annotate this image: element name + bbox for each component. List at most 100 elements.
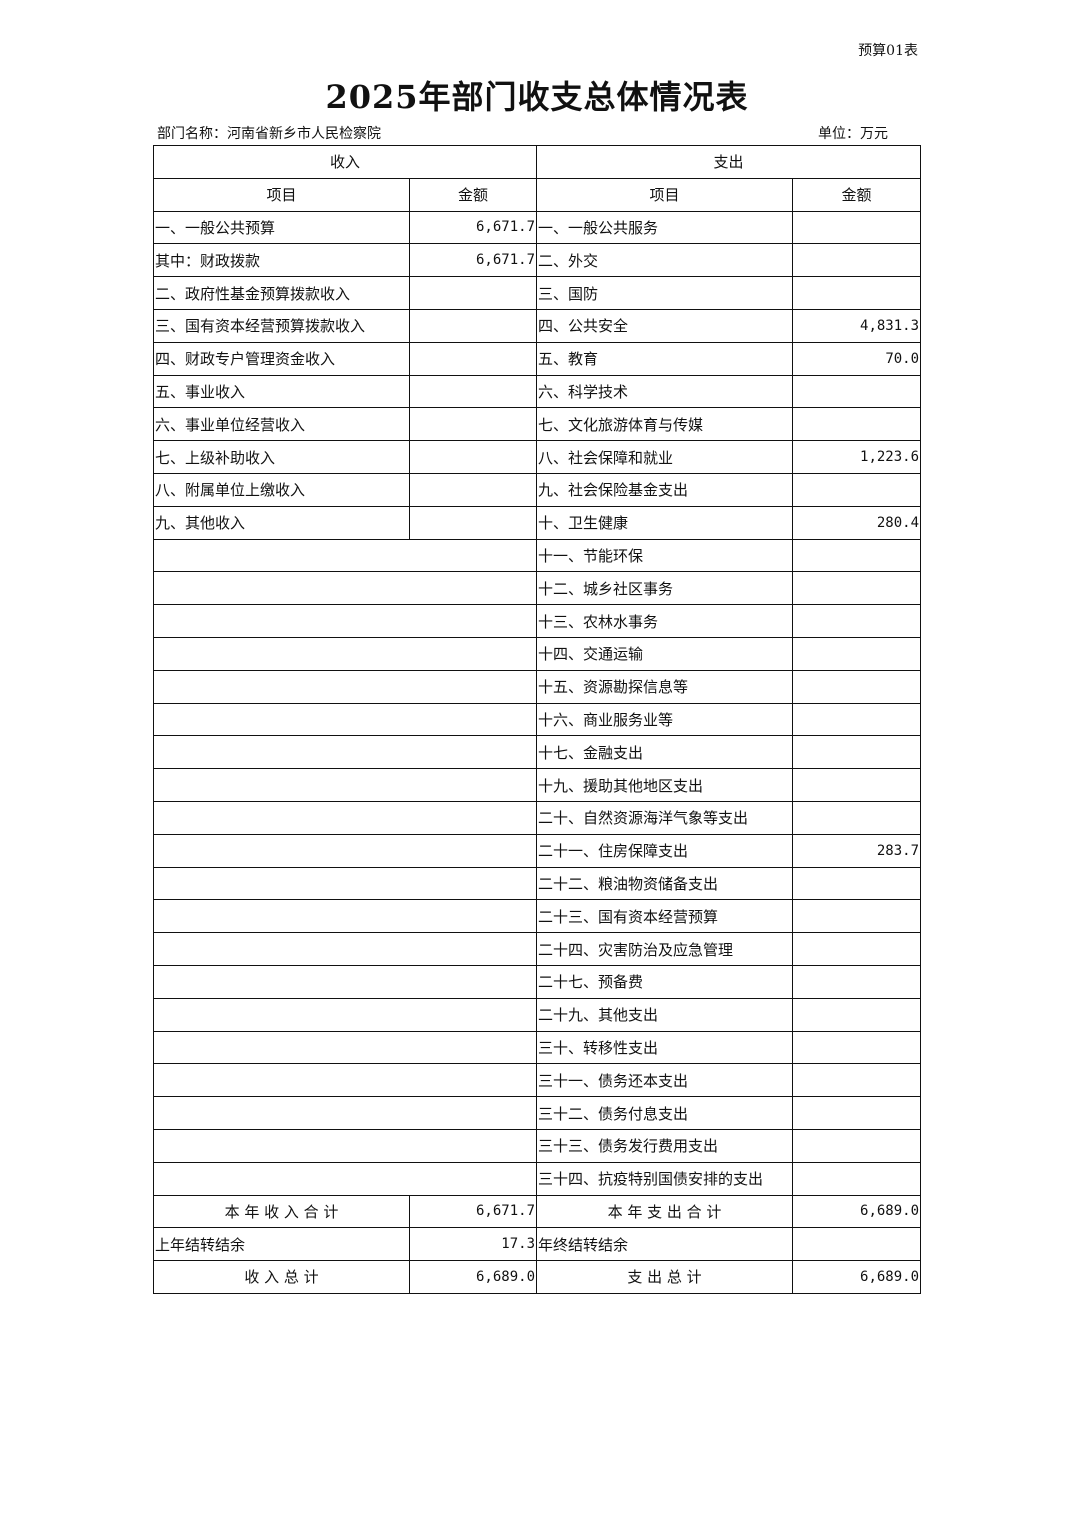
expense-amount [792,604,922,638]
expense-item: 六、科学技术 [536,374,794,409]
page-title: 2025年部门收支总体情况表 [325,78,749,116]
income-item: 七、上级补助收入 [153,440,410,474]
table-row: 十七、金融支出 [152,735,922,770]
expense-item: 十六、商业服务业等 [536,702,794,737]
income-empty-cell [152,669,538,704]
income-amount [408,276,538,310]
expense-amount [792,472,922,507]
income-summary-item: 上年结转结余 [153,1227,410,1262]
expense-amount [792,407,922,442]
expense-item: 三、国防 [536,276,794,310]
income-empty-cell [152,571,538,606]
budget-table: 收入 支出 项目 金额 项目 金额 一、一般公共预算 6,671.7 一、一般公共服… [152,145,922,1294]
income-amount-header: 金额 [408,177,538,212]
income-item: 三、国有资本经营预算拨款收入 [153,308,410,343]
table-row: 五、事业收入 六、科学技术 [153,374,922,409]
income-item: 六、事业单位经营收入 [153,407,410,442]
section-header-row: 收入 支出 [152,145,922,179]
income-empty-cell [152,604,538,638]
table-row: 二十四、灾害防治及应急管理 [152,932,922,966]
table-row: 十一、节能环保 [152,538,922,573]
expense-item: 五、教育 [536,341,794,376]
table-row: 三十四、抗疫特别国债安排的支出 [152,1161,922,1196]
expense-amount [792,1063,922,1098]
income-item: 一、一般公共预算 [153,210,410,245]
income-item: 九、其他收入 [153,505,410,540]
income-empty-cell [152,1128,538,1163]
table-row: 三、国有资本经营预算拨款收入 四、公共安全 4,831.3 [153,308,922,343]
table-row: 二十七、预备费 [152,964,922,999]
expense-amount: 4,831.3 [792,308,922,343]
income-amount: 6,671.7 [408,210,538,245]
table-row: 三十二、债务付息支出 [152,1096,922,1130]
income-amount [408,505,538,540]
table-row: 二十九、其他支出 [152,997,922,1032]
summary-row: 收 入 总 计 6,689.0 支 出 总 计 6,689.0 [153,1260,922,1294]
expense-item: 二十九、其他支出 [536,997,794,1032]
table-row: 三十、转移性支出 [152,1030,922,1065]
income-amount [408,374,538,409]
expense-item: 二十四、灾害防治及应急管理 [536,932,794,966]
expense-item: 十九、援助其他地区支出 [536,768,794,802]
table-row: 九、其他收入 十、卫生健康 280.4 [153,505,922,540]
expense-item: 二十三、国有资本经营预算 [536,899,794,934]
income-empty-cell [152,1161,538,1196]
expense-item: 二十一、住房保障支出 [536,833,794,868]
expense-amount [792,932,922,966]
income-empty-cell [152,1063,538,1098]
expense-summary-item: 年终结转结余 [536,1227,794,1262]
expense-amount [792,997,922,1032]
expense-amount [792,899,922,934]
income-item: 八、附属单位上缴收入 [153,472,410,507]
expense-item: 三十三、债务发行费用支出 [536,1128,794,1163]
income-amount [408,440,538,474]
table-row: 十二、城乡社区事务 [152,571,922,606]
income-empty-cell [152,735,538,770]
income-header: 收入 [152,145,538,179]
expense-item: 十、卫生健康 [536,505,794,540]
table-row: 二十、自然资源海洋气象等支出 [152,800,922,835]
expense-item: 十三、农林水事务 [536,604,794,638]
expense-amount [792,571,922,606]
expense-amount: 280.4 [792,505,922,540]
income-item: 四、财政专户管理资金收入 [153,341,410,376]
table-row: 三十一、债务还本支出 [152,1063,922,1098]
summary-row: 本 年 收 入 合 计 6,671.7 本 年 支 出 合 计 6,689.0 [153,1194,922,1229]
expense-item-header: 项目 [536,177,794,212]
expense-item: 八、社会保障和就业 [536,440,794,474]
expense-item: 三十四、抗疫特别国债安排的支出 [536,1161,794,1196]
income-empty-cell [152,833,538,868]
expense-amount [792,374,922,409]
table-row: 十三、农林水事务 [152,604,922,638]
income-empty-cell [152,1096,538,1130]
expense-item: 十五、资源勘探信息等 [536,669,794,704]
expense-item: 二十、自然资源海洋气象等支出 [536,800,794,835]
income-empty-cell [152,932,538,966]
table-row: 三十三、债务发行费用支出 [152,1128,922,1163]
expense-summary-amount [792,1227,922,1262]
form-number: 预算01表 [858,43,918,59]
expense-amount [792,276,922,310]
income-amount [408,407,538,442]
table-row: 二十二、粮油物资储备支出 [152,866,922,901]
income-empty-cell [152,866,538,901]
expense-amount [792,210,922,245]
expense-item: 一、一般公共服务 [536,210,794,245]
table-row: 十四、交通运输 [152,636,922,671]
table-row: 十九、援助其他地区支出 [152,768,922,802]
expense-amount [792,735,922,770]
expense-item: 十一、节能环保 [536,538,794,573]
expense-item: 十二、城乡社区事务 [536,571,794,606]
expense-item: 三十、转移性支出 [536,1030,794,1065]
table-row: 七、上级补助收入 八、社会保障和就业 1,223.6 [153,440,922,474]
table-row: 十六、商业服务业等 [152,702,922,737]
income-amount [408,472,538,507]
expense-amount [792,702,922,737]
income-amount [408,308,538,343]
expense-amount: 283.7 [792,833,922,868]
table-row: 二、政府性基金预算拨款收入 三、国防 [153,276,922,310]
income-empty-cell [152,702,538,737]
expense-summary-amount: 6,689.0 [792,1194,922,1229]
income-summary-amount: 17.3 [408,1227,538,1262]
table-row: 四、财政专户管理资金收入 五、教育 70.0 [153,341,922,376]
